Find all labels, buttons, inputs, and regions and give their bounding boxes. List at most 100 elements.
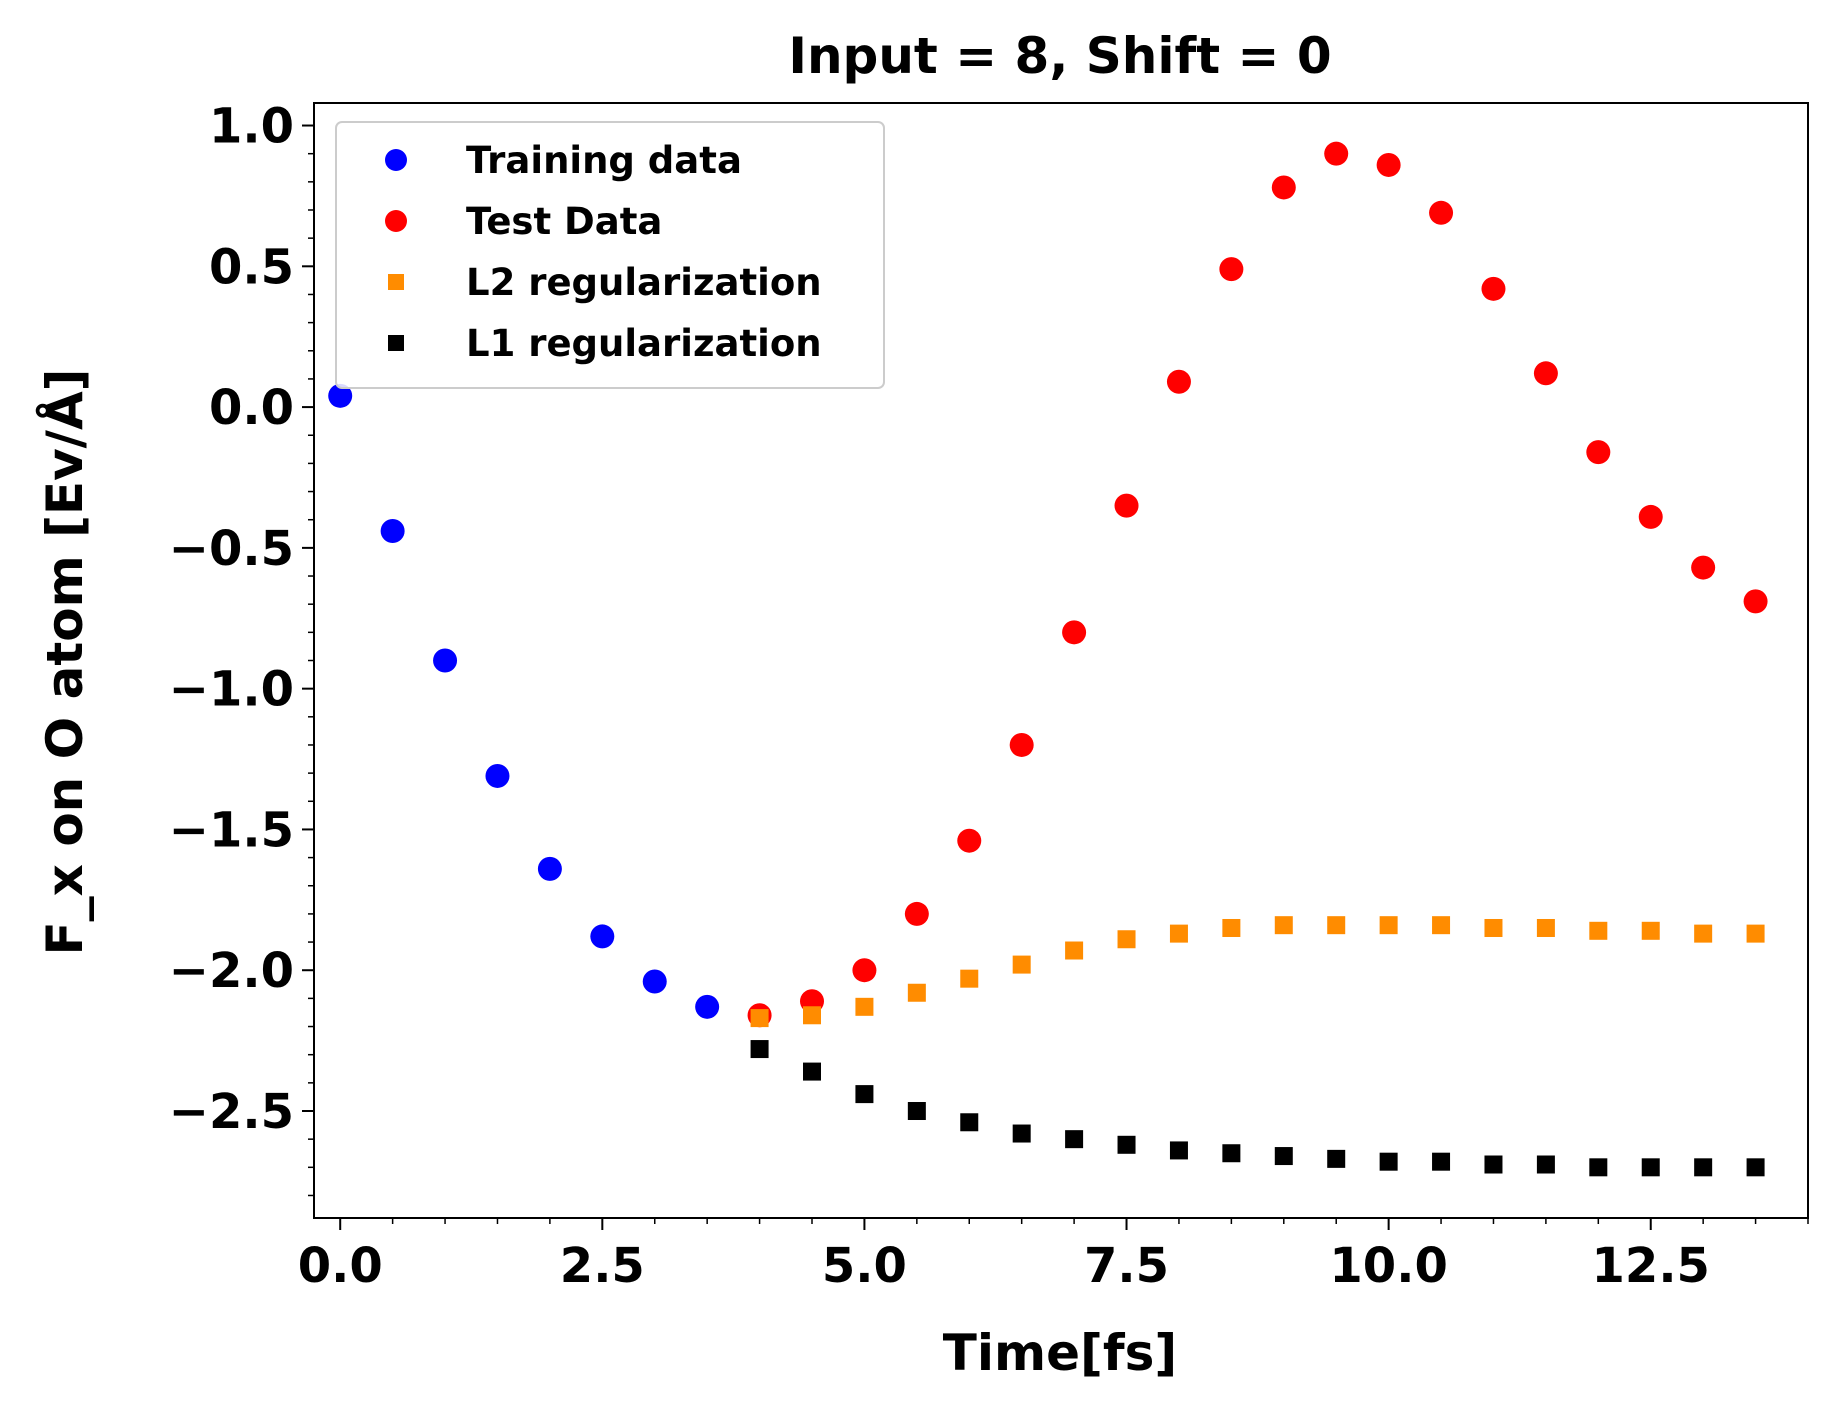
data-point — [1222, 1144, 1241, 1163]
data-point — [1746, 1158, 1765, 1177]
data-point — [1271, 175, 1296, 200]
data-point — [1274, 916, 1293, 935]
data-point — [750, 1009, 769, 1028]
data-point — [803, 1062, 821, 1081]
data-point — [1481, 276, 1506, 301]
x-tick-label: 10.0 — [1329, 1238, 1447, 1294]
data-point — [855, 997, 874, 1016]
data-point — [750, 1040, 769, 1059]
data-point — [1694, 924, 1713, 943]
legend-box — [335, 121, 885, 389]
data-point — [1274, 1147, 1293, 1166]
data-point — [1638, 504, 1663, 529]
data-point — [1432, 916, 1451, 935]
y-tick-label: −0.5 — [169, 521, 294, 577]
data-point — [1533, 361, 1558, 386]
series-0 — [328, 383, 720, 1019]
data-point — [1169, 924, 1188, 943]
data-point — [957, 828, 982, 853]
data-point — [1166, 369, 1191, 394]
data-point — [1219, 257, 1244, 282]
data-point — [485, 763, 510, 788]
data-point — [1429, 200, 1454, 225]
data-point — [1484, 918, 1503, 937]
data-point — [590, 924, 615, 949]
x-tick-label: 7.5 — [1084, 1238, 1169, 1294]
data-point — [695, 994, 720, 1019]
x-tick-label: 0.0 — [298, 1238, 383, 1294]
x-axis-label: Time[fs] — [943, 1324, 1177, 1382]
data-point — [1691, 555, 1716, 580]
data-point — [1327, 1149, 1346, 1168]
data-point — [1641, 921, 1660, 940]
data-point — [380, 518, 405, 543]
data-point — [433, 648, 458, 673]
y-tick-label: −1.5 — [169, 802, 294, 858]
data-point — [803, 1006, 821, 1025]
data-point — [1009, 732, 1034, 757]
data-point — [855, 1085, 874, 1104]
data-point — [1012, 955, 1031, 974]
data-point — [1114, 493, 1139, 518]
data-point — [1536, 918, 1555, 937]
data-point — [1012, 1124, 1031, 1143]
data-point — [1065, 1130, 1084, 1149]
data-point — [1065, 941, 1084, 960]
data-point — [1379, 1152, 1398, 1171]
legend-label: Training data — [466, 139, 742, 182]
legend-marker — [385, 210, 407, 232]
chart-title: Input = 8, Shift = 0 — [788, 27, 1331, 85]
data-point — [1589, 921, 1608, 940]
data-point — [1589, 1158, 1608, 1177]
data-point — [1327, 916, 1346, 935]
legend-marker — [385, 149, 407, 171]
data-point — [537, 856, 562, 881]
legend-marker — [388, 335, 404, 351]
data-point — [907, 1102, 926, 1121]
data-point — [1694, 1158, 1713, 1177]
data-point — [1743, 589, 1768, 614]
y-tick-label: 0.0 — [209, 380, 294, 436]
data-point — [1484, 1155, 1503, 1174]
series-1 — [747, 141, 1768, 1028]
data-point — [1376, 152, 1401, 177]
data-layer — [328, 141, 1768, 1177]
data-point — [1324, 141, 1349, 166]
legend-label: L2 regularization — [466, 261, 822, 304]
y-tick-label: −1.0 — [169, 662, 294, 718]
data-point — [328, 383, 353, 408]
data-point — [1746, 924, 1765, 943]
data-point — [1117, 930, 1136, 949]
data-point — [852, 958, 877, 983]
data-point — [1169, 1141, 1188, 1160]
y-tick-label: 0.5 — [209, 239, 294, 295]
y-tick-label: 1.0 — [209, 99, 294, 155]
x-tick-label: 2.5 — [560, 1238, 645, 1294]
y-axis-label: F_x on O atom [Ev/Å] — [35, 369, 94, 956]
x-tick-label: 12.5 — [1592, 1238, 1710, 1294]
data-point — [960, 1113, 979, 1132]
data-point — [1062, 620, 1087, 645]
data-point — [904, 901, 929, 926]
data-point — [960, 969, 979, 988]
y-tick-label: −2.0 — [169, 943, 294, 999]
data-point — [1222, 918, 1241, 937]
y-tick-label: −2.5 — [169, 1084, 294, 1140]
x-tick-label: 5.0 — [822, 1238, 907, 1294]
data-point — [1379, 916, 1398, 935]
legend-label: L1 regularization — [466, 322, 822, 365]
series-3 — [750, 1040, 1765, 1177]
data-point — [1117, 1135, 1136, 1154]
series-2 — [750, 916, 1765, 1028]
data-point — [1536, 1155, 1555, 1174]
data-point — [1641, 1158, 1660, 1177]
tick-layer: 0.0 2.5 5.0 7.5 10.0 12.5 1.0 0.5 0.0 −0.5 −1.0 −1.… — [169, 99, 1809, 1294]
data-point — [907, 983, 926, 1002]
data-point — [642, 969, 667, 994]
legend-marker — [388, 274, 404, 290]
data-point — [1432, 1152, 1451, 1171]
legend: Training data Test Data L2 regularization L… — [335, 121, 885, 389]
plot-frame — [313, 102, 1809, 1219]
legend-label: Test Data — [466, 200, 662, 243]
